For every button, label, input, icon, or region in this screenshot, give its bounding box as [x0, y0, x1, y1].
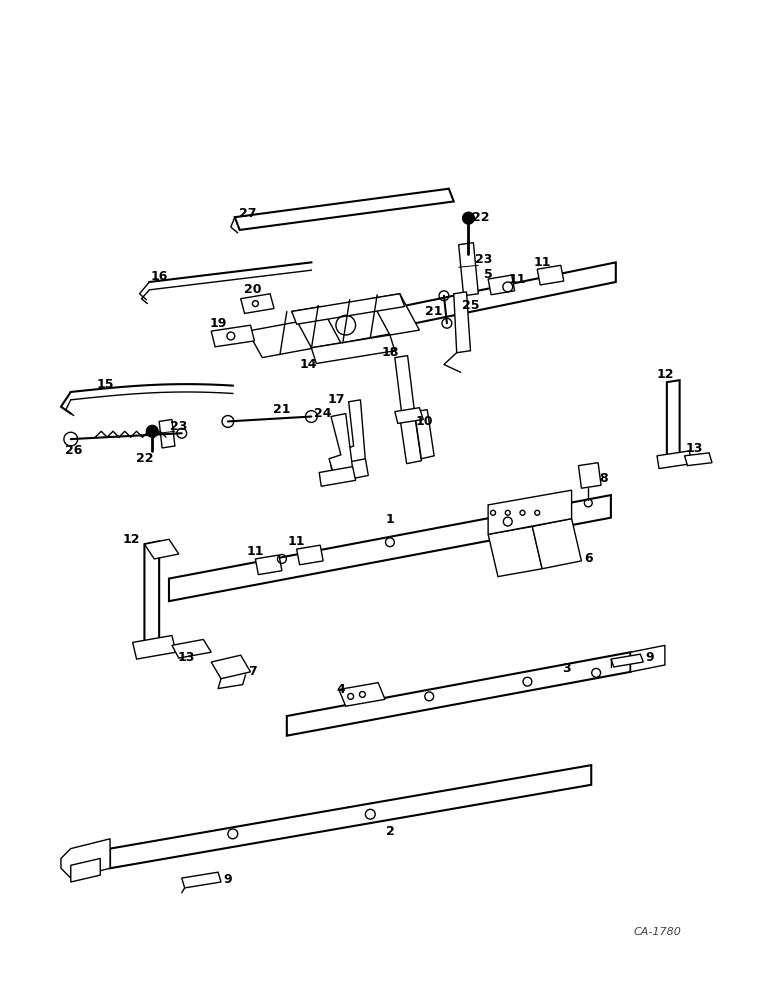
Polygon shape: [415, 410, 434, 459]
Polygon shape: [371, 294, 419, 335]
Polygon shape: [329, 414, 353, 475]
Text: 1: 1: [385, 513, 394, 526]
Text: CA-1780: CA-1780: [634, 927, 682, 937]
Text: 13: 13: [178, 651, 195, 664]
Polygon shape: [533, 519, 581, 569]
Polygon shape: [340, 400, 365, 469]
Polygon shape: [394, 408, 423, 423]
Polygon shape: [320, 467, 356, 486]
Polygon shape: [311, 335, 394, 364]
Text: 5: 5: [484, 268, 493, 281]
Text: 11: 11: [288, 535, 306, 548]
Polygon shape: [488, 527, 542, 577]
Polygon shape: [235, 189, 454, 230]
Text: 8: 8: [600, 472, 608, 485]
Polygon shape: [287, 652, 631, 736]
Polygon shape: [212, 655, 250, 679]
Text: 16: 16: [151, 270, 168, 283]
Text: 17: 17: [327, 393, 344, 406]
Text: 9: 9: [646, 651, 655, 664]
Polygon shape: [685, 453, 712, 466]
Polygon shape: [172, 639, 212, 658]
Circle shape: [462, 212, 474, 224]
Text: 11: 11: [246, 545, 264, 558]
Text: 24: 24: [314, 407, 332, 420]
Text: 14: 14: [300, 358, 317, 371]
Polygon shape: [331, 459, 368, 482]
Text: 25: 25: [462, 299, 479, 312]
Polygon shape: [667, 380, 679, 458]
Polygon shape: [394, 356, 415, 414]
Text: 9: 9: [224, 873, 232, 886]
Polygon shape: [212, 325, 255, 347]
Polygon shape: [400, 414, 422, 464]
Text: 7: 7: [248, 665, 257, 678]
Text: 20: 20: [244, 283, 261, 296]
Polygon shape: [61, 839, 110, 878]
Text: 11: 11: [533, 256, 551, 269]
Text: 6: 6: [584, 552, 593, 565]
Polygon shape: [454, 292, 470, 353]
Polygon shape: [133, 636, 176, 659]
Text: 2: 2: [385, 825, 394, 838]
Polygon shape: [488, 490, 571, 534]
Text: 23: 23: [475, 253, 492, 266]
Polygon shape: [71, 858, 100, 882]
Text: 21: 21: [273, 403, 290, 416]
Polygon shape: [296, 545, 323, 565]
Polygon shape: [578, 463, 601, 488]
Polygon shape: [459, 243, 479, 296]
Text: 10: 10: [415, 415, 433, 428]
Text: 4: 4: [337, 683, 345, 696]
Polygon shape: [272, 262, 616, 353]
Polygon shape: [611, 654, 643, 667]
Polygon shape: [181, 872, 221, 888]
Text: 26: 26: [65, 444, 83, 457]
Text: 27: 27: [239, 207, 256, 220]
Polygon shape: [169, 495, 611, 601]
Text: 22: 22: [136, 452, 153, 465]
Polygon shape: [248, 307, 394, 358]
Polygon shape: [292, 307, 340, 348]
Text: 13: 13: [686, 442, 703, 455]
Text: 11: 11: [509, 273, 527, 286]
Polygon shape: [144, 541, 159, 645]
Text: 15: 15: [96, 378, 114, 391]
Polygon shape: [241, 294, 274, 313]
Polygon shape: [631, 645, 665, 672]
Polygon shape: [537, 265, 564, 285]
Text: 19: 19: [209, 317, 227, 330]
Text: 12: 12: [123, 533, 141, 546]
Polygon shape: [110, 765, 591, 868]
Circle shape: [147, 425, 158, 437]
Polygon shape: [488, 275, 515, 295]
Text: 3: 3: [562, 662, 571, 675]
Polygon shape: [292, 294, 405, 324]
Text: 21: 21: [425, 305, 443, 318]
Polygon shape: [657, 451, 692, 469]
Polygon shape: [144, 539, 179, 559]
Text: 23: 23: [170, 420, 188, 433]
Polygon shape: [159, 419, 175, 448]
Polygon shape: [339, 683, 385, 706]
Text: 12: 12: [656, 368, 674, 381]
Polygon shape: [256, 555, 282, 575]
Text: 22: 22: [472, 211, 489, 224]
Text: 18: 18: [381, 346, 398, 359]
